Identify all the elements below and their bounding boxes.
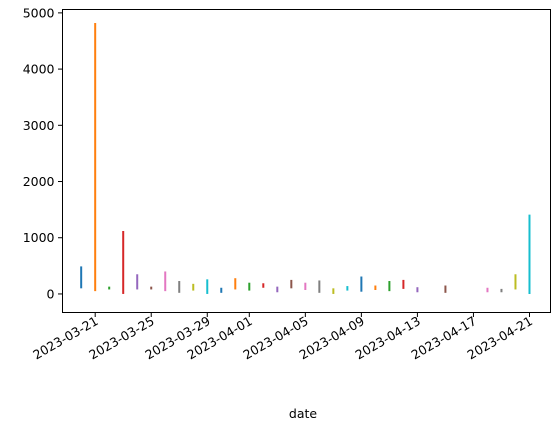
y-tick-label: 0 bbox=[47, 286, 55, 301]
plot-frame bbox=[62, 9, 551, 313]
y-axis: 0 1000 2000 3000 4000 5000 bbox=[23, 5, 63, 301]
y-tick-label: 4000 bbox=[23, 62, 55, 77]
y-tick-label: 1000 bbox=[23, 230, 55, 245]
x-axis-title: date bbox=[289, 406, 317, 421]
y-tick-label: 2000 bbox=[23, 174, 55, 189]
y-tick-label: 5000 bbox=[23, 5, 55, 20]
y-tick-label: 3000 bbox=[23, 118, 55, 133]
data-segments bbox=[80, 22, 531, 294]
x-axis: 2023-03-212023-03-252023-03-292023-04-01… bbox=[30, 312, 535, 362]
